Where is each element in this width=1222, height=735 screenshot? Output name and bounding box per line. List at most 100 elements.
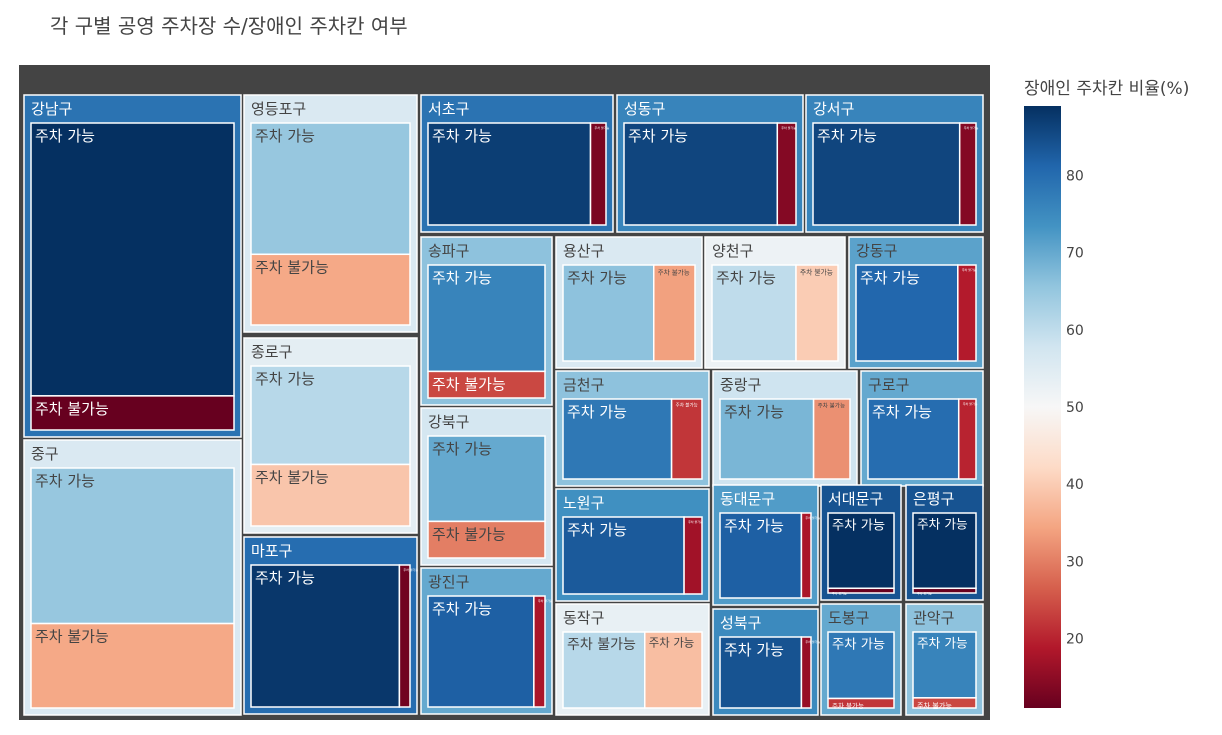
district-label: 중랑구 [720, 376, 761, 394]
child-tile-first[interactable]: 주차 가능 [250, 365, 411, 466]
child-label: 주차 가능 [255, 569, 315, 587]
child-tile-second[interactable]: 주차 불가능 [800, 512, 820, 599]
colorbar-ticks: 20 30 40 50 60 70 80 [1066, 168, 1084, 647]
child-tile-first[interactable]: 주차 가능 [623, 122, 779, 226]
district-label: 강남구 [31, 100, 72, 118]
child-tile-first[interactable]: 주차 가능 [912, 512, 977, 590]
child-tile-second[interactable]: 주차 불가능 [30, 622, 235, 709]
child-tile-second[interactable]: 주차 불가능 [589, 122, 610, 226]
child-tile-second[interactable]: 주차 불가능 [683, 516, 703, 595]
child-tile-second[interactable]: 주차 불가능 [957, 398, 978, 480]
child-tile-second[interactable]: 주차 불가능 [427, 520, 546, 559]
child-tile-second[interactable]: 주차 불가능 [398, 564, 418, 708]
child-tile-first[interactable]: 주차 가능 [562, 516, 685, 595]
child-tile-first[interactable]: 주차 가능 [562, 398, 673, 480]
child-tile-first[interactable]: 주차 가능 [719, 398, 815, 480]
child-tile-first[interactable]: 주차 가능 [719, 636, 803, 709]
child-tile-second[interactable]: 주차 불가능 [827, 697, 895, 711]
child-tile-second[interactable]: 주차 불가능 [958, 122, 979, 226]
child-label: 주차 가능 [567, 403, 627, 421]
child-tile-second[interactable]: 주차 불가능 [30, 395, 235, 431]
child-tile-first[interactable]: 주차 가능 [427, 264, 546, 373]
child-label: 주차 가능 [917, 517, 968, 532]
child-tile-second[interactable]: 주차 불가능 [776, 122, 797, 226]
child-label: 주차 불가능 [805, 515, 820, 520]
child-tile-first[interactable]: 주차 가능 [250, 122, 411, 256]
child-tile-first[interactable]: 주차 가능 [30, 122, 235, 397]
child-label: 주차 불가능 [595, 125, 610, 130]
child-tile-second[interactable]: 주차 불가능 [912, 587, 977, 595]
child-tile-second[interactable]: 주차 불가능 [670, 398, 703, 480]
child-label: 주차 가능 [255, 370, 315, 388]
child-tile-first[interactable]: 주차 가능 [827, 512, 895, 590]
district-label: 성동구 [624, 100, 665, 118]
child-tile-first[interactable]: 주차 가능 [427, 595, 535, 708]
child-tile-second[interactable]: 주차 불가능 [250, 253, 411, 326]
child-label: 주차 가능 [432, 127, 492, 145]
child-tile-first[interactable]: 주차 가능 [867, 398, 960, 480]
district-label: 종로구 [251, 343, 292, 361]
child-tile-second[interactable]: 주차 불가능 [653, 264, 696, 362]
child-tile-second[interactable]: 주차 불가능 [795, 264, 839, 362]
child-tile-first[interactable]: 주차 가능 [427, 122, 592, 226]
child-tile-first[interactable]: 주차 불가능 [562, 631, 646, 709]
child-tile-second[interactable]: 주차 불가능 [800, 636, 820, 709]
child-tile-second[interactable]: 주차 불가능 [912, 697, 977, 710]
child-label: 주차 가능 [432, 600, 492, 618]
child-tile-first[interactable]: 주차 가능 [827, 631, 895, 700]
district-label: 양천구 [712, 242, 753, 260]
child-tile-first[interactable]: 주차 가능 [30, 467, 235, 625]
child-tile-first[interactable]: 주차 가능 [912, 631, 977, 699]
child-tile-second[interactable]: 주차 불가능 [827, 587, 895, 595]
child-tile-first[interactable]: 주차 가능 [855, 264, 959, 362]
child-tile-first[interactable]: 주차 가능 [812, 122, 961, 226]
child-tile-second[interactable]: 주차 불가능 [250, 463, 411, 527]
child-tile-second[interactable]: 주차 불가능 [812, 398, 851, 480]
child-tile-first[interactable]: 주차 가능 [719, 512, 803, 599]
child-tile-first[interactable]: 주차 가능 [427, 435, 546, 523]
child-tile-second[interactable]: 주차 불가능 [427, 370, 546, 399]
child-label: 주차 가능 [649, 635, 695, 649]
district-label: 용산구 [563, 242, 604, 260]
child-label: 주차 가능 [832, 517, 885, 533]
child-tile-second[interactable]: 주차 가능 [644, 631, 703, 709]
district-label: 노원구 [563, 494, 604, 512]
child-tile-first[interactable]: 주차 가능 [562, 264, 655, 362]
child-tile-first[interactable]: 주차 가능 [250, 564, 401, 708]
colorbar-tick-label: 30 [1066, 554, 1084, 570]
child-tile-second[interactable]: 주차 불가능 [957, 264, 977, 362]
child-label: 주차 가능 [628, 127, 688, 145]
child-label: 주차 가능 [567, 269, 627, 287]
district-label: 금천구 [563, 376, 604, 394]
district-label: 송파구 [428, 242, 469, 260]
child-tile-second[interactable]: 주차 불가능 [533, 595, 553, 708]
child-label: 주차 불가능 [962, 267, 977, 272]
child-tile-first[interactable]: 주차 가능 [711, 264, 797, 362]
